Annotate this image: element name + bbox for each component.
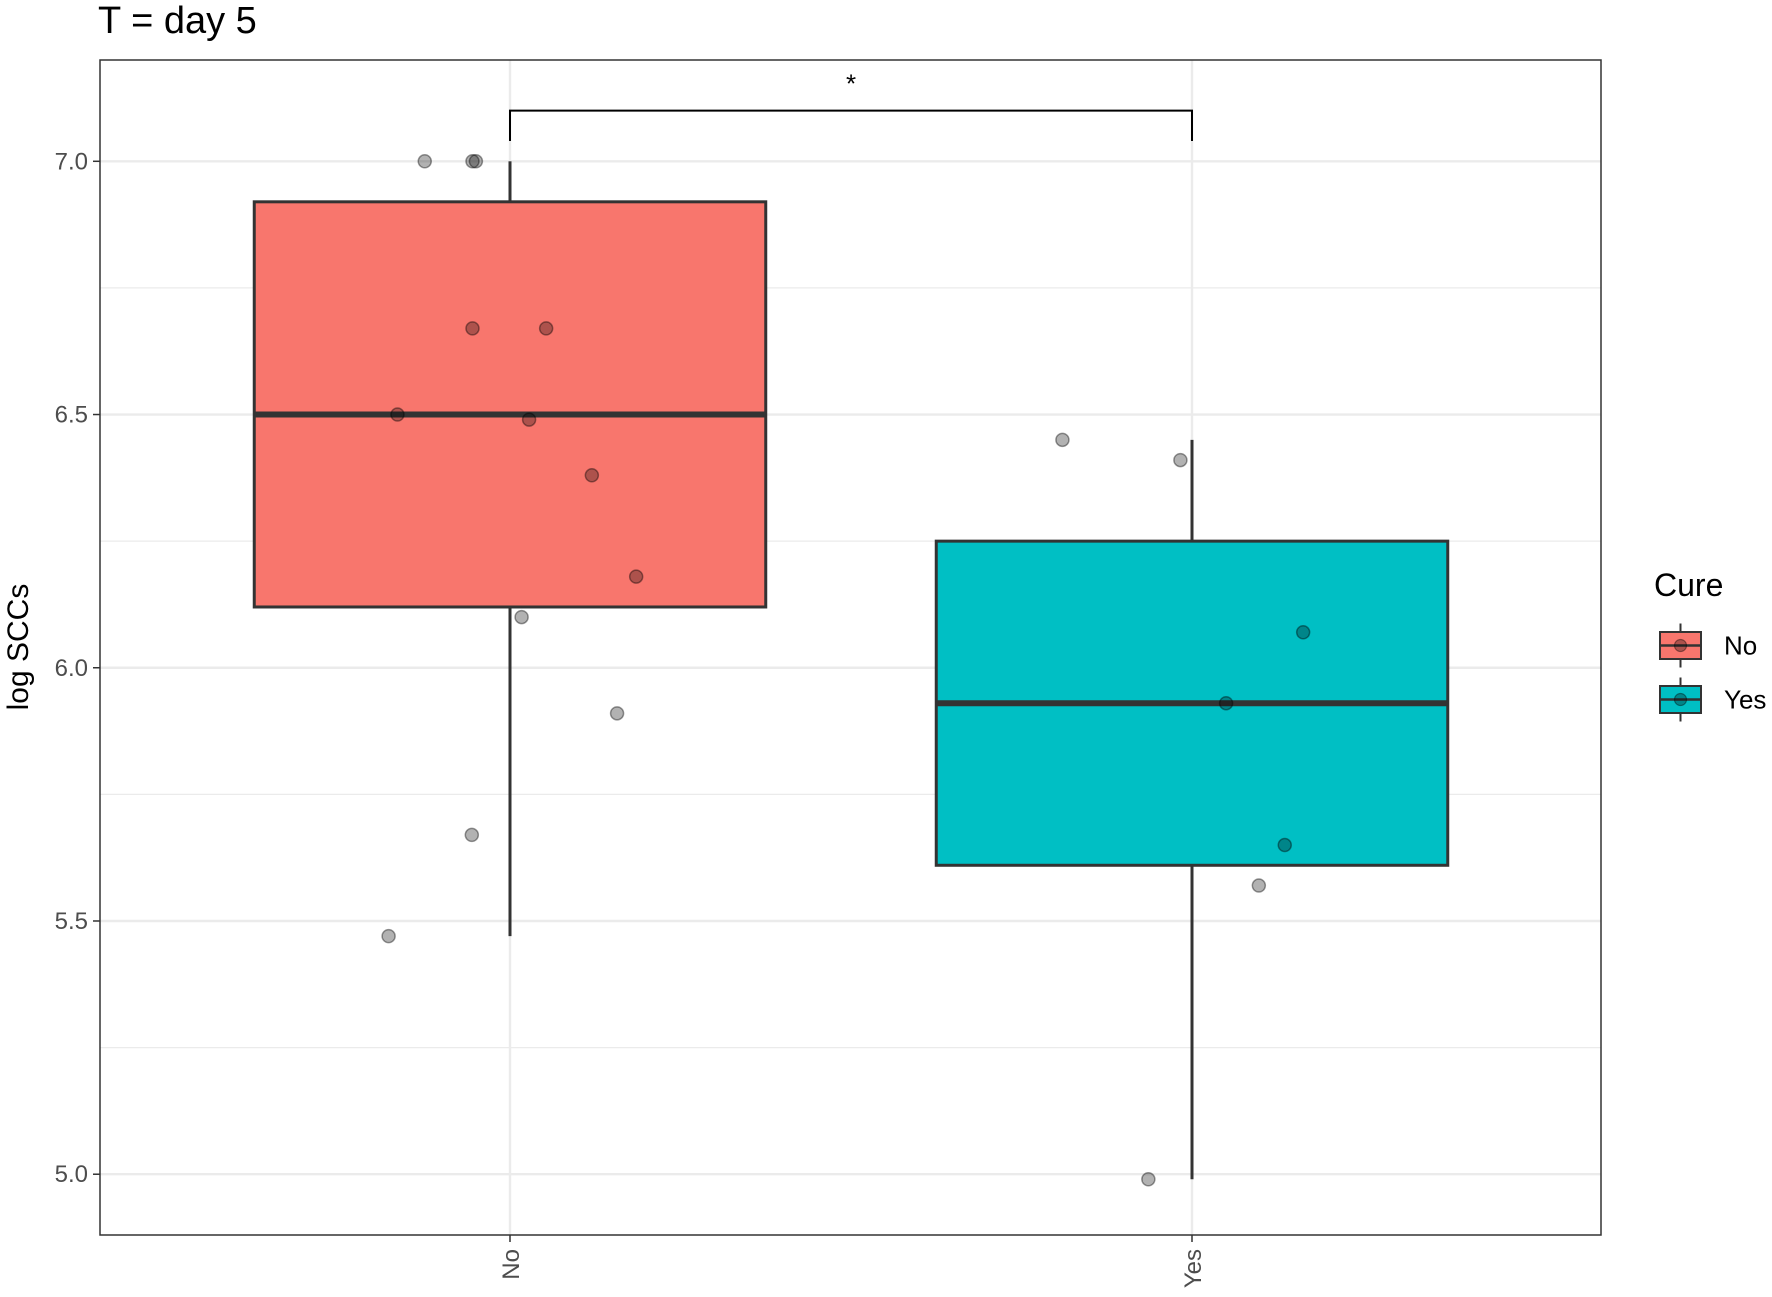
data-point xyxy=(468,154,484,169)
data-point xyxy=(381,928,396,944)
legend-label: Yes xyxy=(1724,685,1766,715)
data-point xyxy=(465,321,480,336)
x-tick-label: Yes xyxy=(1180,1249,1207,1288)
data-point xyxy=(521,412,537,427)
data-point xyxy=(514,609,529,625)
y-tick-label: 6.5 xyxy=(55,402,88,429)
chart-title: T = day 5 xyxy=(98,0,257,42)
y-tick-label: 7.0 xyxy=(55,148,88,175)
legend: Cure No Yes xyxy=(1654,567,1766,722)
data-point xyxy=(1251,878,1267,893)
data-point xyxy=(1055,432,1070,448)
y-axis-label: log SCCs xyxy=(2,584,35,711)
data-point xyxy=(464,827,480,843)
data-point xyxy=(628,569,644,584)
y-tick-label: 6.0 xyxy=(55,655,88,682)
legend-label: No xyxy=(1724,631,1757,661)
data-point xyxy=(465,154,480,169)
significance-label: * xyxy=(846,69,856,99)
legend-point xyxy=(1673,692,1688,707)
data-point xyxy=(1295,625,1311,640)
data-point xyxy=(584,468,600,483)
plot-panel: 5.0 5.5 6.0 6.5 7.0 No Yes * xyxy=(55,59,1602,1288)
data-point xyxy=(390,407,405,422)
box-no xyxy=(252,161,768,937)
data-point xyxy=(1173,452,1188,468)
legend-point xyxy=(1673,638,1688,653)
panel-border xyxy=(99,59,1602,1236)
y-tick-label: 5.0 xyxy=(55,1161,88,1188)
data-point xyxy=(538,321,554,336)
data-point xyxy=(1218,695,1234,711)
legend-item-yes: Yes xyxy=(1659,677,1766,722)
data-point xyxy=(609,706,625,721)
box-yes xyxy=(934,439,1450,1180)
legend-title: Cure xyxy=(1654,567,1723,603)
data-point xyxy=(417,154,432,169)
data-point xyxy=(1141,1172,1156,1187)
significance-bracket xyxy=(509,109,1193,142)
y-tick-label: 5.5 xyxy=(55,908,88,935)
data-point xyxy=(1277,837,1293,853)
box-body xyxy=(252,200,768,609)
x-tick-label: No xyxy=(498,1249,525,1280)
legend-item-no: No xyxy=(1659,623,1757,668)
